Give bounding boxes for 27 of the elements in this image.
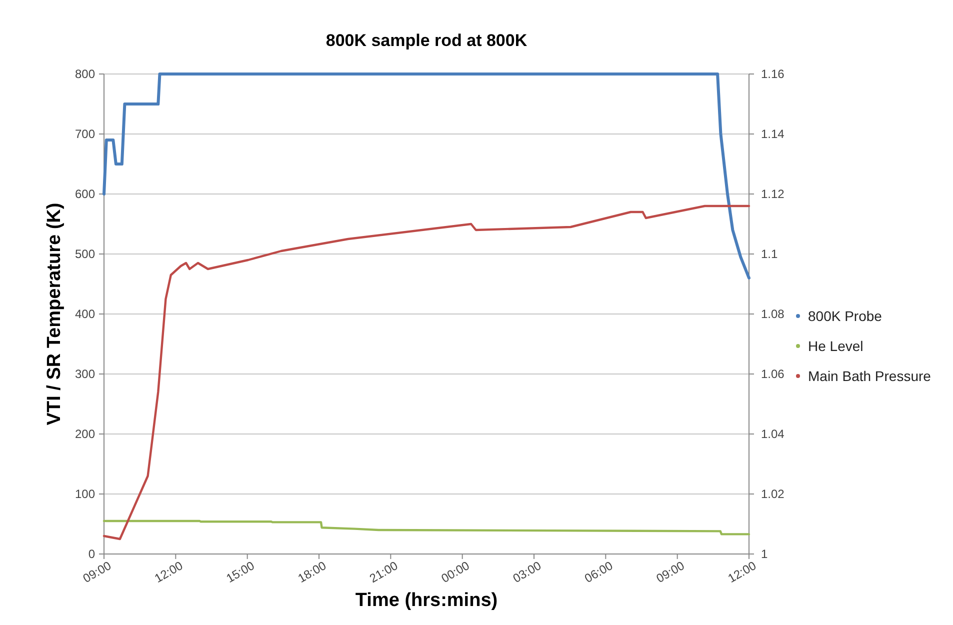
y-tick-label: 400 [74,307,96,322]
legend-label: Main Bath Pressure [808,368,932,384]
y-tick-label: 500 [74,247,96,262]
x-tick-label: 09:00 [654,558,688,586]
x-axis-title: Time (hrs:mins) [355,590,498,611]
legend-label: 800K Probe [808,308,882,324]
y2-tick-label: 1 [761,547,768,562]
x-tick-label: 06:00 [582,558,616,586]
y2-tick-label: 1.02 [761,487,785,502]
legend-label: He Level [808,338,864,354]
y-tick-label: 100 [74,487,96,502]
x-tick-label: 03:00 [510,558,544,586]
y-tick-label: 300 [74,367,96,382]
y2-tick-label: 1.06 [761,367,785,382]
y-tick-label: 200 [74,427,96,442]
y-tick-label: 700 [74,127,96,142]
y2-tick-label: 1.14 [761,127,785,142]
chart-title: 800K sample rod at 800K [326,31,528,50]
y2-tick-label: 1.16 [761,67,785,82]
y-tick-label: 800 [74,67,96,82]
y-tick-label: 600 [74,187,96,202]
y-axis-title: VTI / SR Temperature (K) [44,202,65,426]
x-tick-label: 00:00 [438,558,472,586]
y2-tick-label: 1.08 [761,307,785,322]
y2-tick-label: 1.12 [761,187,785,202]
y2-tick-label: 1.04 [761,427,785,442]
y2-tick-label: 1.1 [761,247,778,262]
